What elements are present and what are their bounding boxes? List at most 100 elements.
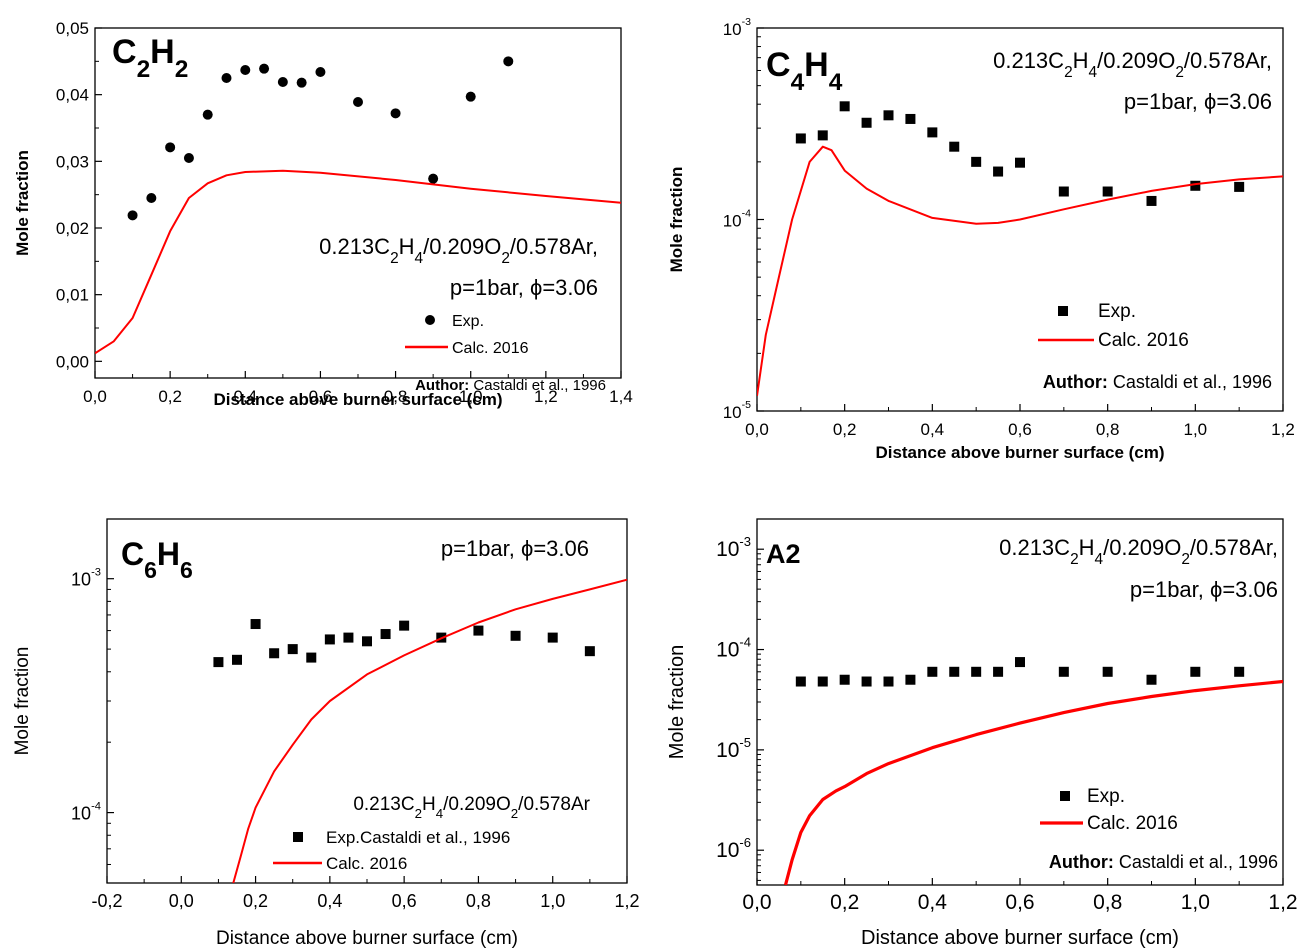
x-tick-label: 0,2 (833, 420, 857, 439)
x-tick-label: 0,0 (83, 387, 107, 406)
exp-point (927, 127, 938, 138)
exp-point (949, 141, 960, 152)
exp-point (324, 634, 335, 645)
exp-point (883, 676, 894, 687)
legend-exp-marker (1058, 306, 1068, 316)
exp-point (1190, 666, 1201, 677)
legend: Exp.Castaldi et al., 1996 Calc. 2016 (273, 828, 510, 873)
exp-point (213, 657, 224, 668)
calc-line (783, 679, 1283, 885)
exp-point (817, 676, 828, 687)
exp-point (503, 56, 514, 67)
chart-panel-1: 0,0 0,2 0,4 0,6 0,8 1,0 1,2 1,4 0,00 0,01 0,02 0,03… (13, 19, 633, 409)
exp-point (1102, 186, 1113, 197)
exp-point (315, 67, 326, 77)
exp-point (510, 630, 521, 641)
calc-line (757, 145, 1283, 396)
y-tick-label: 0,00 (56, 352, 89, 371)
x-tick-label: 0,8 (466, 891, 491, 911)
exp-point (343, 632, 354, 643)
exp-point (1058, 666, 1069, 677)
x-tick-label: 0,2 (158, 387, 182, 406)
exp-point (465, 91, 476, 102)
exp-point (971, 156, 982, 167)
x-axis-label: Distance above burner surface (cm) (216, 928, 518, 949)
y-tick-label: 10-3 (723, 16, 751, 39)
chart-panel-2: 0,0 0,2 0,4 0,6 0,8 1,0 1,2 10-5 10-4 10-3 Distanc… (667, 16, 1295, 462)
x-tick-label: 0,0 (742, 891, 771, 914)
x-tick-label: 0,2 (830, 891, 859, 914)
species-label: C6H6 (121, 536, 193, 583)
exp-point (861, 117, 872, 128)
y-tick-label: 0,05 (56, 19, 89, 38)
x-tick-label: 1,4 (609, 387, 633, 406)
species-label: C2H2 (112, 33, 188, 83)
exp-point (353, 97, 363, 107)
exp-point (165, 142, 176, 153)
exp-point (883, 110, 894, 121)
exp-point (306, 652, 317, 663)
exp-point (1190, 180, 1201, 191)
y-tick-label: 10-3 (71, 567, 101, 590)
legend-author: Author: Castaldi et al., 1996 (415, 377, 606, 394)
x-tick-label: 1,0 (1181, 891, 1210, 914)
x-tick-label: 0,2 (243, 891, 268, 911)
chart-panel-3: -0,2 0,0 0,2 0,4 0,6 0,8 1,0 1,2 10-4 10-3 Distanc… (12, 518, 640, 949)
legend-exp-marker (293, 832, 303, 842)
x-tick-label: 1,0 (1184, 420, 1208, 439)
x-tick-label: 0,4 (921, 420, 945, 439)
exp-point (1234, 666, 1245, 677)
x-axis-label: Distance above burner surface (cm) (861, 927, 1179, 949)
legend: Exp. Calc. 2016 Author: Castaldi et al., 1… (405, 313, 606, 394)
x-tick-label: 0,6 (1005, 891, 1034, 914)
exp-point (183, 153, 194, 163)
exp-point (993, 666, 1004, 677)
x-tick-label: 0,8 (1096, 420, 1120, 439)
y-tick-label: 10-5 (723, 399, 751, 422)
data-area (783, 657, 1283, 885)
x-tick-label: 1,0 (540, 891, 565, 911)
x-tick-label: 1,2 (614, 891, 639, 911)
x-tick-label: 0,6 (1008, 420, 1032, 439)
exp-point (795, 676, 806, 687)
exp-point (993, 166, 1004, 177)
y-tick-label: 0,02 (56, 219, 89, 238)
legend-exp-label: Exp. (452, 313, 484, 330)
legend-exp-label: Exp. (1087, 786, 1125, 807)
exp-point (584, 646, 595, 657)
x-tick-label: 0,8 (384, 387, 408, 406)
exp-point (259, 63, 270, 74)
exp-point (1102, 666, 1113, 677)
x-tick-label: 0,0 (745, 420, 769, 439)
x-tick-label: 0,0 (169, 891, 194, 911)
legend-exp-label: Exp.Castaldi et al., 1996 (326, 828, 510, 847)
y-tick-label: 10-4 (716, 635, 751, 662)
species-label: C4H4 (766, 46, 843, 96)
x-tick-label: 1,2 (534, 387, 558, 406)
calc-line (95, 169, 621, 355)
exp-point (390, 108, 401, 119)
x-axis-label: Distance above burner surface (cm) (875, 443, 1164, 462)
condition-text: p=1bar, ϕ=3.06 (1124, 89, 1272, 114)
x-tick-label: 0,4 (317, 891, 342, 911)
y-axis-label: Mole fraction (666, 645, 688, 760)
data-area (95, 56, 621, 355)
legend-calc-label: Calc. 2016 (326, 854, 407, 873)
exp-point (380, 629, 391, 640)
y-axis-label: Mole fraction (13, 150, 32, 256)
exp-point (250, 619, 261, 630)
x-tick-label: -0,2 (91, 891, 122, 911)
exp-point (296, 77, 307, 88)
legend-calc-label: Calc. 2016 (1098, 330, 1189, 351)
legend-exp-marker (1060, 791, 1070, 801)
exp-point (949, 666, 960, 677)
condition-text: 0.213C2H4/0.209O2/0.578Ar, (319, 234, 598, 267)
y-tick-label: 10-5 (716, 735, 751, 762)
exp-point (146, 193, 157, 203)
data-area (213, 578, 627, 883)
exp-point (971, 666, 982, 677)
y-tick-label: 0,04 (56, 86, 89, 105)
exp-point (927, 666, 938, 677)
exp-point (127, 210, 138, 221)
